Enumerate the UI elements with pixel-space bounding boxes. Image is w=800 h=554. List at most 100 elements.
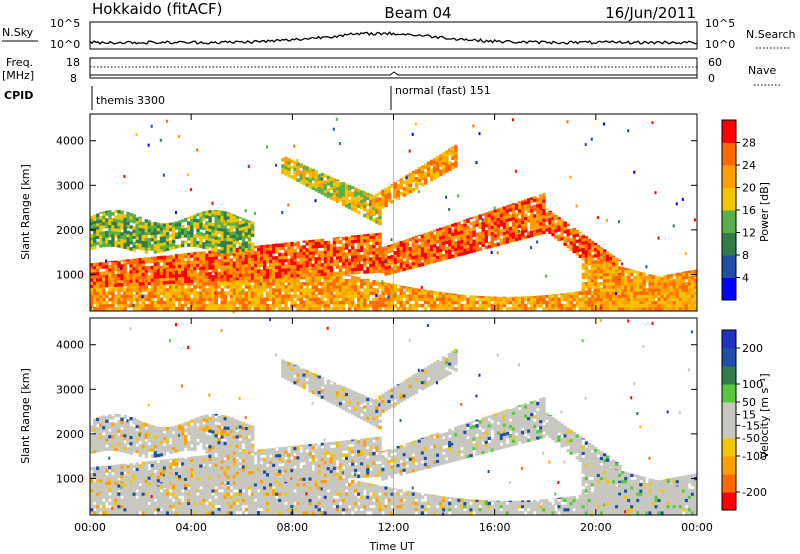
heatmap-cell — [156, 300, 161, 305]
heatmap-cell — [190, 237, 194, 241]
heatmap-cell — [123, 267, 127, 271]
heatmap-cell — [448, 294, 452, 299]
heatmap-cell — [281, 300, 285, 305]
heatmap-cell — [414, 176, 419, 181]
heatmap-cell — [135, 220, 139, 225]
heatmap-cell — [174, 266, 179, 270]
heatmap-cell — [223, 303, 227, 308]
heatmap-cell — [426, 242, 431, 246]
heatmap-cell — [208, 222, 212, 226]
heatmap-cell — [487, 226, 492, 230]
heatmap-cell — [408, 189, 413, 194]
heatmap-cell — [105, 265, 109, 269]
heatmap-cell — [351, 303, 355, 308]
heatmap-cell — [654, 291, 658, 295]
heatmap-cell — [596, 272, 601, 277]
heatmap-cell — [396, 256, 400, 261]
heatmap-cell — [411, 287, 416, 289]
heatmap-cell — [159, 230, 164, 234]
heatmap-cell — [165, 300, 170, 305]
heatmap-cell — [599, 249, 604, 253]
heatmap-cell — [129, 213, 133, 217]
heatmap-cell — [102, 211, 106, 213]
heatmap-cell — [599, 291, 604, 295]
heatmap-cell — [238, 297, 243, 302]
heatmap-cell — [129, 215, 133, 220]
heatmap-cell — [320, 294, 325, 299]
heatmap-cell — [178, 264, 182, 268]
heatmap-cell — [484, 306, 488, 311]
heatmap-cell — [332, 178, 337, 183]
heatmap-cell — [618, 273, 622, 277]
heatmap-cell — [208, 240, 212, 245]
heatmap-cell — [299, 275, 303, 280]
heatmap-cell — [593, 266, 598, 270]
heatmap-cell — [174, 288, 179, 292]
heatmap-cell — [299, 267, 303, 271]
heatmap-cell — [241, 223, 246, 227]
heatmap-cell — [174, 258, 179, 262]
heatmap-cell — [417, 181, 422, 185]
heatmap-cell — [678, 294, 683, 299]
heatmap-cell — [335, 199, 340, 203]
heatmap-cell — [405, 174, 410, 177]
heatmap-cell — [554, 235, 558, 239]
heatmap-cell — [423, 252, 428, 256]
heatmap-cell — [566, 229, 570, 233]
heatmap-cell — [423, 165, 428, 170]
heatmap-cell — [390, 306, 394, 311]
heatmap-cell — [651, 297, 655, 302]
heatmap-cell — [269, 297, 273, 302]
heatmap-cell — [360, 245, 364, 249]
heatmap-cell — [654, 191, 657, 195]
heatmap-cell — [414, 122, 417, 126]
heatmap-cell — [572, 303, 577, 308]
heatmap-cell — [111, 288, 115, 292]
heatmap-cell — [323, 286, 326, 290]
heatmap-cell — [651, 282, 655, 286]
heatmap-cell — [247, 278, 252, 283]
heatmap-cell — [399, 258, 404, 263]
heatmap-cell — [241, 245, 246, 249]
heatmap-cell — [108, 215, 112, 219]
heatmap-cell — [511, 235, 516, 239]
heatmap-cell — [135, 288, 139, 292]
heatmap-cell — [229, 274, 234, 278]
heatmap-cell — [156, 271, 161, 276]
heatmap-cell — [366, 257, 370, 262]
heatmap-cell — [305, 166, 309, 169]
heatmap-cell — [639, 294, 643, 299]
heatmap-cell — [99, 244, 103, 248]
heatmap-cell — [605, 263, 610, 267]
heatmap-cell — [241, 294, 246, 299]
heatmap-cell — [423, 246, 428, 250]
heatmap-cell — [469, 297, 473, 302]
heatmap-cell — [590, 285, 595, 289]
heatmap-cell — [263, 250, 267, 255]
heatmap-cell — [211, 222, 215, 227]
heatmap-cell — [578, 303, 583, 308]
heatmap-cell — [202, 300, 206, 305]
heatmap-cell — [499, 238, 504, 243]
heatmap-cell — [253, 257, 258, 261]
heatmap-cell — [347, 270, 352, 275]
heatmap-cell — [202, 245, 206, 249]
heatmap-cell — [429, 306, 434, 311]
heatmap-cell — [596, 306, 601, 311]
heatmap-cell — [369, 300, 373, 305]
heatmap-cell — [466, 225, 470, 230]
heatmap-cell — [159, 245, 164, 250]
heatmap-cell — [144, 288, 149, 292]
heatmap-cell — [181, 228, 185, 232]
heatmap-cell — [299, 264, 303, 268]
heatmap-cell — [320, 266, 325, 270]
heatmap-cell — [341, 291, 346, 295]
heatmap-cell — [630, 303, 634, 308]
heatmap-cell — [575, 303, 580, 308]
heatmap-cell — [493, 303, 498, 308]
heatmap-cell — [602, 272, 607, 277]
heatmap-cell — [496, 251, 499, 255]
heatmap-cell — [323, 272, 328, 276]
heatmap-cell — [247, 221, 252, 226]
heatmap-cell — [669, 294, 674, 299]
